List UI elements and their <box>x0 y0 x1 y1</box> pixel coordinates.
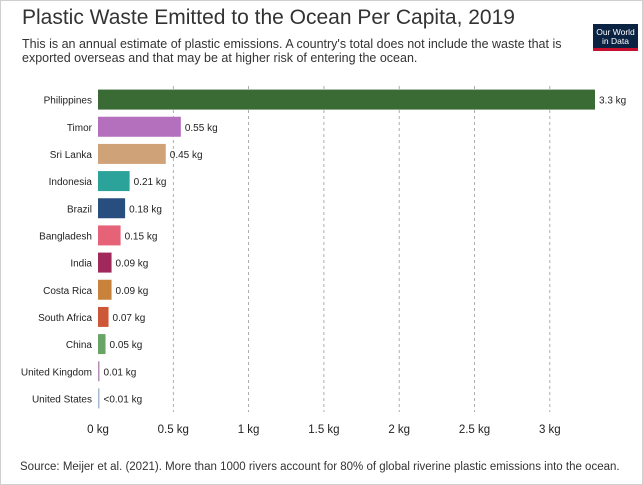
bar <box>98 143 166 164</box>
bar <box>98 279 112 300</box>
value-label: 3.3 kg <box>599 96 626 107</box>
category-labels: Philippines Timor Sri Lanka Indonesia Brazil… <box>21 96 93 406</box>
owid-logo[interactable]: Our World in Data <box>593 24 638 51</box>
logo-line-1: Our World <box>596 27 635 37</box>
tick-label: 0.5 kg <box>158 424 189 436</box>
value-label: 0.09 kg <box>116 259 149 270</box>
value-labels: 3.3 kg 0.55 kg 0.45 kg 0.21 kg 0.18 kg 0.15 k… <box>104 96 627 406</box>
tick-label: 3 kg <box>539 424 561 436</box>
value-label: <0.01 kg <box>104 394 143 405</box>
category-label: South Africa <box>38 313 92 324</box>
bar <box>98 388 100 409</box>
value-label: 0.01 kg <box>104 367 137 378</box>
category-label: United States <box>32 394 92 405</box>
tick-label: 1 kg <box>238 424 260 436</box>
category-label: Brazil <box>67 204 92 215</box>
value-label: 0.15 kg <box>125 231 158 242</box>
value-label: 0.55 kg <box>185 123 218 134</box>
source-note: Source: Meijer et al. (2021). More than … <box>20 461 620 473</box>
bars <box>98 89 595 409</box>
value-label: 0.07 kg <box>113 313 146 324</box>
category-label: Philippines <box>44 96 92 107</box>
category-label: United Kingdom <box>21 367 92 378</box>
value-label: 0.09 kg <box>116 286 149 297</box>
category-label: Indonesia <box>49 177 93 188</box>
value-label: 0.21 kg <box>134 177 167 188</box>
bar <box>98 334 106 355</box>
tick-label: 2.5 kg <box>459 424 490 436</box>
logo-line-2: in Data <box>602 36 629 46</box>
category-label: Costa Rica <box>43 286 92 297</box>
bar <box>98 116 181 137</box>
gridlines <box>172 86 551 412</box>
bar <box>98 225 121 246</box>
value-label: 0.45 kg <box>170 150 203 161</box>
value-label: 0.18 kg <box>129 204 162 215</box>
category-label: Timor <box>67 123 93 134</box>
category-label: Bangladesh <box>39 231 92 242</box>
tick-label: 0 kg <box>87 424 109 436</box>
bar <box>98 252 112 273</box>
chart-title: Plastic Waste Emitted to the Ocean Per C… <box>22 6 515 29</box>
bar <box>98 89 595 110</box>
bar <box>98 306 109 327</box>
tick-label: 2 kg <box>388 424 410 436</box>
category-label: China <box>66 340 93 351</box>
bar <box>98 361 100 382</box>
bar <box>98 171 130 192</box>
value-label: 0.05 kg <box>110 340 143 351</box>
category-label: India <box>70 259 92 270</box>
chart-subtitle: This is an annual estimate of plastic em… <box>22 37 562 65</box>
bar <box>98 198 126 219</box>
category-label: Sri Lanka <box>50 150 93 161</box>
tick-label: 1.5 kg <box>308 424 339 436</box>
x-axis-tick-labels: 0 kg 0.5 kg 1 kg 1.5 kg 2 kg 2.5 kg 3 kg <box>87 424 561 436</box>
